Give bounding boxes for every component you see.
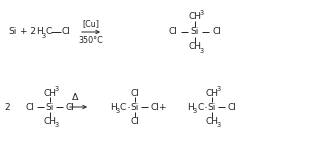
Text: H: H [110,103,117,112]
Text: Si: Si [131,103,139,112]
Text: 3: 3 [200,10,204,16]
Text: +: + [158,103,166,112]
Text: 3: 3 [55,122,59,128]
Text: C: C [197,103,203,112]
Text: 2: 2 [4,103,10,112]
Text: CH: CH [188,12,202,21]
Text: C: C [45,27,51,36]
Text: Cl: Cl [151,103,159,112]
Text: [Cu]: [Cu] [82,19,100,28]
Text: 3: 3 [55,86,59,92]
Text: CH: CH [206,89,219,98]
Text: Cl: Cl [131,117,140,126]
Text: CH: CH [206,117,219,126]
Text: Si: Si [208,103,216,112]
Text: 3: 3 [200,48,204,54]
Text: 3: 3 [217,122,221,128]
Text: 350°C: 350°C [79,36,103,45]
Text: 3: 3 [116,108,120,114]
Text: Cl: Cl [169,27,177,36]
Text: + 2: + 2 [20,27,36,36]
Text: Δ: Δ [72,94,79,103]
Text: Cl: Cl [25,103,34,112]
Text: CH: CH [43,117,56,126]
Text: CH: CH [43,89,56,98]
Text: Cl: Cl [62,27,71,36]
Text: Si: Si [191,27,199,36]
Text: Cl: Cl [228,103,237,112]
Text: Si: Si [46,103,54,112]
Text: 3: 3 [193,108,197,114]
Text: 3: 3 [217,86,221,92]
Text: Cl: Cl [131,89,140,98]
Text: Cl: Cl [213,27,221,36]
Text: C: C [120,103,126,112]
Text: H: H [187,103,194,112]
Text: Si: Si [8,27,16,36]
Text: 3: 3 [42,33,46,39]
Text: Cl: Cl [65,103,74,112]
Text: H: H [36,27,43,36]
Text: CH: CH [188,42,202,51]
